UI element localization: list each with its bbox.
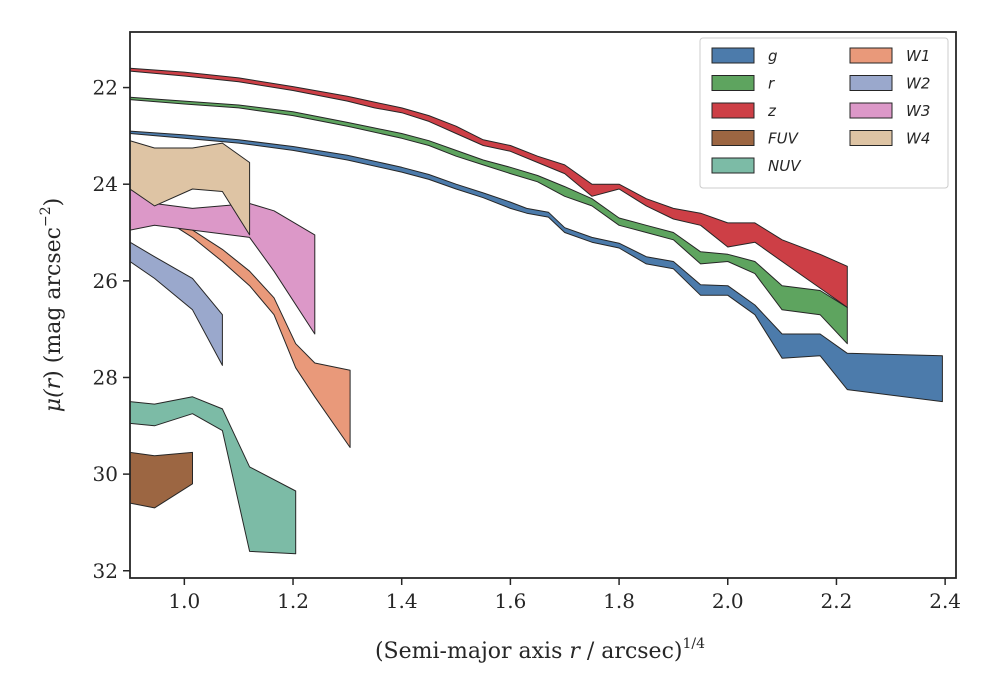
y-tick-label: 24 (93, 172, 118, 196)
band-NUV (130, 396, 297, 555)
y-tick-label: 26 (93, 269, 118, 293)
plot-frame (129, 31, 957, 579)
y-tick-label: 32 (93, 559, 118, 583)
legend-swatch-W3 (849, 102, 893, 119)
x-tick-label: 2.0 (712, 589, 744, 613)
y-tick-label: 22 (93, 76, 118, 100)
x-tick-label: 1.6 (494, 589, 526, 613)
x-axis-label: (Semi-major axis r / arcsec)1/4 (375, 636, 705, 664)
legend-label-z: z (767, 102, 777, 120)
legend-swatch-FUV (711, 130, 755, 146)
legend-swatch-z (711, 102, 755, 119)
x-tick-label: 1.4 (386, 589, 418, 613)
y-axis-ticks: 22 24 26 28 30 32 (93, 76, 130, 583)
legend-label-FUV: FUV (768, 130, 800, 148)
y-axis-label-variable: r (41, 377, 66, 389)
x-tick-label: 1.2 (277, 589, 309, 613)
x-tick-label: 2.2 (821, 589, 853, 613)
legend-label-W2: W2 (906, 75, 930, 93)
legend-swatch-g (711, 47, 755, 64)
band-r (130, 96, 848, 345)
x-tick-label: 1.8 (603, 589, 635, 613)
legend-swatch-W2 (849, 75, 893, 91)
x-tick-label: 1.0 (168, 589, 200, 613)
band-W4 (130, 140, 251, 236)
y-axis-label-mu: μ( (41, 389, 66, 412)
x-axis-ticks: 1.0 1.2 1.4 1.6 1.8 2.0 2.2 2.4 (168, 578, 961, 613)
y-tick-label: 30 (93, 462, 118, 486)
band-W1 (130, 188, 351, 448)
band-W3 (130, 188, 316, 335)
band-FUV (130, 451, 193, 509)
y-axis-label-exponent: −2 (38, 206, 54, 227)
y-axis-label-close: ) (41, 198, 66, 207)
legend-swatch-r (711, 75, 755, 91)
x-axis-label-variable: r (569, 639, 581, 664)
legend: grz FUV NUV W1 W2 W3 W4 (699, 37, 949, 189)
legend-label-r: r (768, 75, 775, 93)
y-tick-label: 28 (93, 365, 118, 389)
y-axis-label: μ(r) (mag arcsec−2) (38, 198, 66, 412)
legend-label-W4: W4 (906, 130, 930, 148)
legend-label-NUV: NUV (768, 157, 802, 175)
legend-swatch-W4 (849, 130, 893, 146)
x-axis-label-prefix: (Semi-major axis (375, 639, 569, 664)
legend-label-g: g (768, 47, 778, 65)
band-g (130, 130, 943, 403)
series-bands (130, 67, 943, 555)
legend-label-W3: W3 (906, 102, 930, 120)
x-tick-label: 2.4 (929, 589, 961, 613)
x-axis-label-unit: / arcsec) (580, 639, 683, 664)
y-axis-label-unit: ) (mag arcsec (41, 227, 66, 379)
band-W2 (130, 241, 223, 366)
x-axis-label-exponent: 1/4 (682, 636, 705, 652)
legend-swatch-NUV (711, 157, 755, 174)
legend-label-W1: W1 (906, 47, 930, 65)
band-z (130, 67, 848, 308)
legend-swatch-W1 (849, 47, 893, 64)
